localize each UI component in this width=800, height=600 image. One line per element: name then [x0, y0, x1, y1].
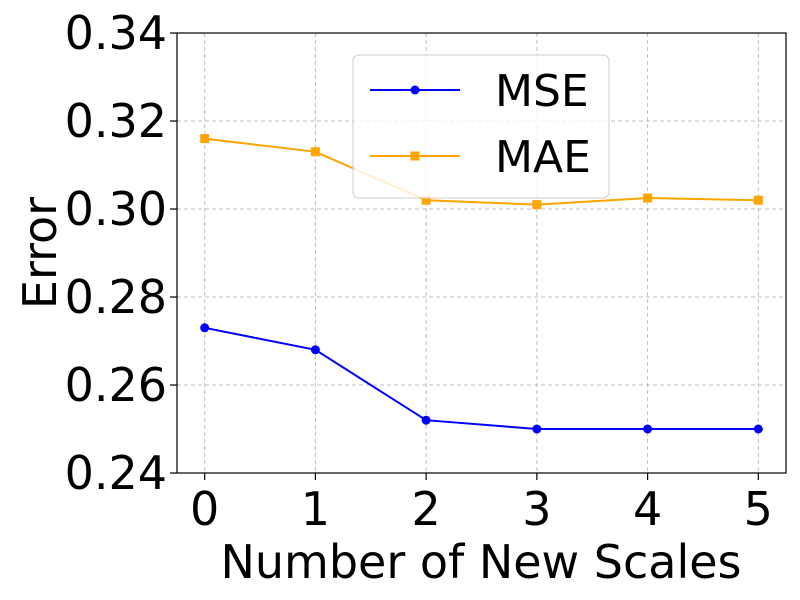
mae-series [200, 134, 763, 210]
y-tick-label: 0.28 [65, 270, 167, 324]
y-axis-title: Error [13, 197, 67, 309]
mse-point [532, 424, 542, 434]
mse-point [753, 424, 763, 434]
x-tick-label: 1 [301, 482, 330, 536]
legend-items: MSE MAE [370, 66, 591, 183]
mae-point [421, 195, 431, 205]
legend-item-mse: MSE [370, 66, 589, 117]
x-tick-label: 0 [190, 482, 219, 536]
x-tick-label: 5 [744, 482, 773, 536]
plot-area-frame [176, 32, 787, 474]
x-axis-title: Number of New Scales [220, 535, 741, 589]
legend-label-mse: MSE [495, 66, 589, 117]
mae-point [753, 195, 763, 205]
mse-point [200, 323, 210, 333]
tick-marks [170, 32, 759, 480]
y-tick-label: 0.26 [65, 358, 167, 412]
mse-point [421, 415, 431, 425]
y-tick-label: 0.34 [65, 6, 167, 60]
x-tick-label: 3 [522, 482, 551, 536]
y-tick-label: 0.24 [65, 446, 167, 500]
mse-series [200, 323, 763, 434]
mae-point [532, 200, 542, 210]
x-tick-label: 4 [633, 482, 662, 536]
mae-point [310, 147, 320, 157]
x-tick-label: 2 [411, 482, 440, 536]
mae-point [643, 193, 653, 203]
y-tick-label: 0.30 [65, 182, 167, 236]
mse-point [643, 424, 653, 434]
mae-point [200, 134, 210, 144]
legend-label-mae: MAE [495, 132, 591, 183]
mae-line [204, 137, 759, 206]
legend-marker-mae [410, 151, 420, 161]
legend: MSE MAE [352, 54, 610, 199]
legend-item-mae: MAE [370, 132, 591, 183]
mse-line [204, 326, 759, 430]
series-layer [200, 134, 763, 434]
legend-marker-mse [410, 85, 420, 95]
y-tick-label: 0.32 [65, 94, 167, 148]
mse-point [310, 345, 320, 355]
x-tick-labels: 0 1 2 3 4 5 [190, 482, 773, 536]
y-tick-labels: 0.24 0.26 0.28 0.30 0.32 0.34 [65, 6, 167, 500]
